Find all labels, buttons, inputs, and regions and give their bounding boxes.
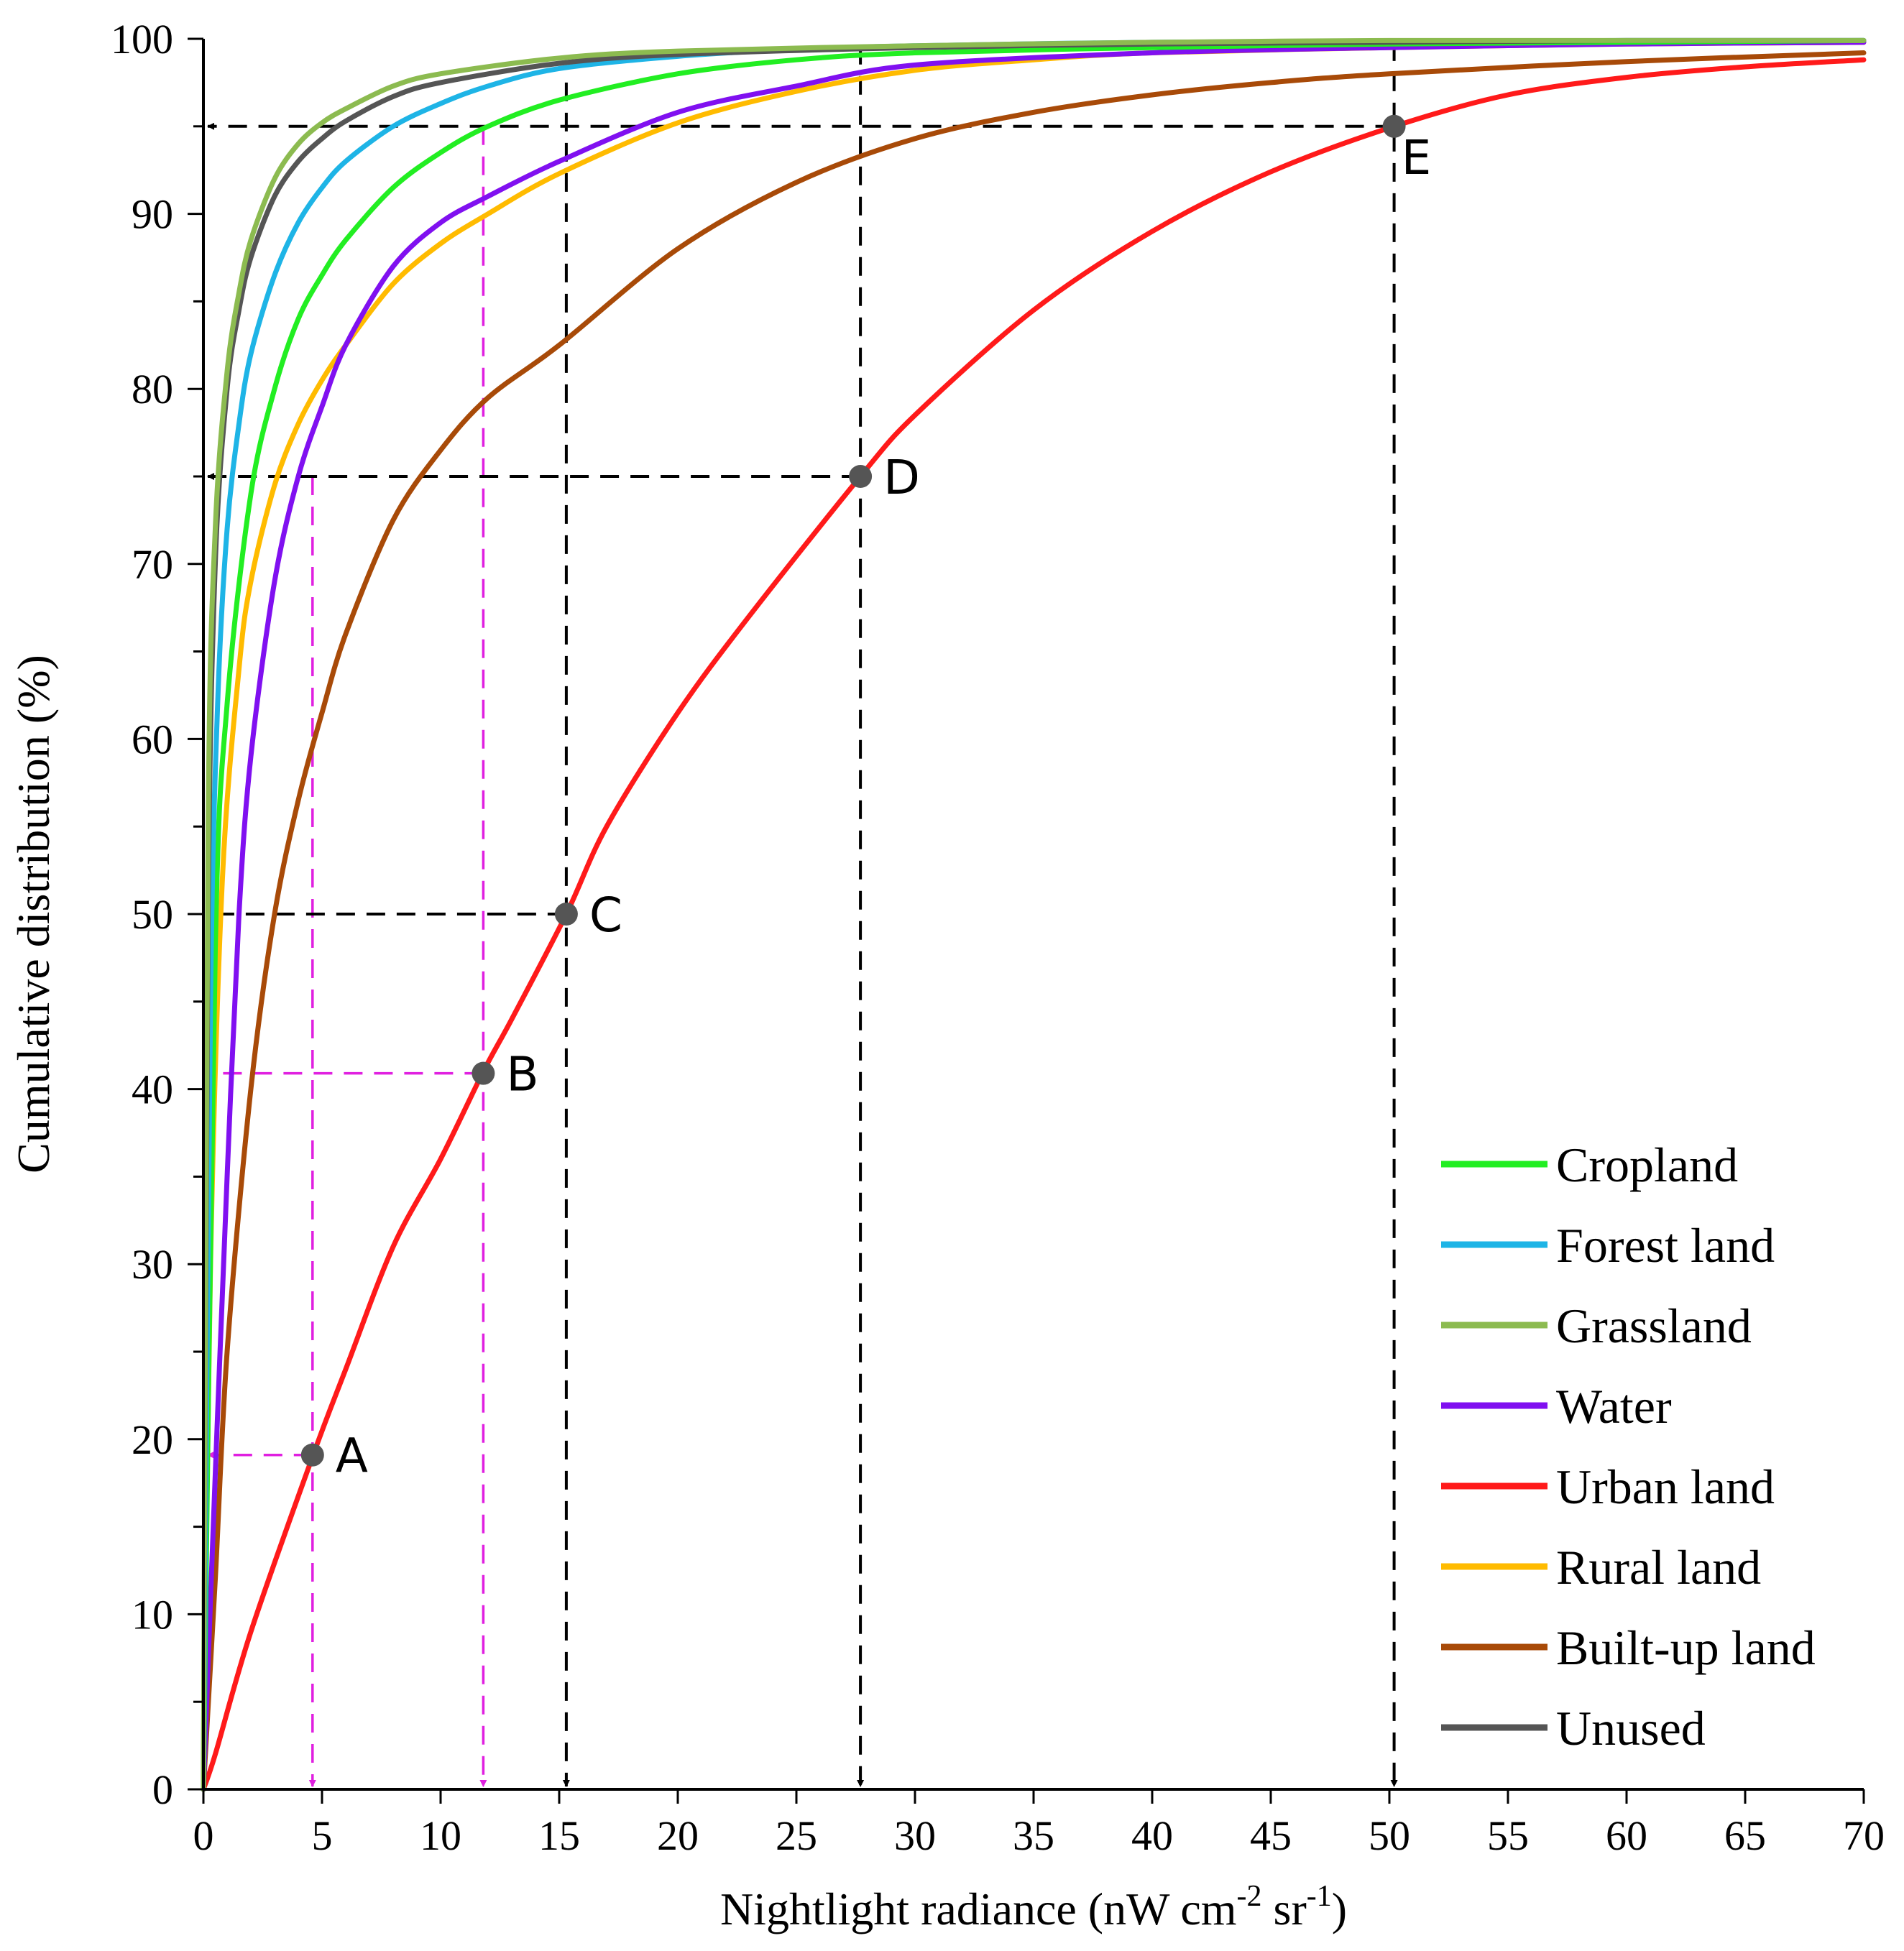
y-tick-label: 40: [132, 1066, 173, 1113]
y-tick-label: 50: [132, 891, 173, 938]
series-line-grassland: [201, 37, 1867, 1792]
y-tick-label: 70: [132, 541, 173, 588]
legend-label: Urban land: [1556, 1459, 1775, 1514]
x-axis-title: Nightlight radiance (nW cm-2 sr-1): [720, 1880, 1347, 1934]
axes: [202, 39, 1864, 1791]
y-tick-label: 0: [152, 1766, 173, 1813]
x-tick-label: 50: [1369, 1812, 1410, 1859]
y-tick-label: 100: [111, 16, 173, 63]
x-axis-title-main: Nightlight radiance (nW cm: [720, 1883, 1237, 1934]
point-marker-B: [472, 1061, 495, 1085]
x-tick-label: 0: [193, 1812, 214, 1859]
y-axis-title: Cumulative distribution (%): [8, 655, 59, 1173]
series-line-built-up-land: [201, 50, 1867, 1792]
series-line-unused: [201, 37, 1867, 1792]
series-line-urban-land: [201, 57, 1867, 1792]
annotation-points: A B C D E: [300, 114, 1432, 1484]
point-label-C: C: [589, 887, 622, 943]
x-tick-label: 70: [1843, 1812, 1885, 1859]
x-tick-label: 45: [1250, 1812, 1292, 1859]
point-marker-D: [849, 465, 873, 488]
y-tick-label: 20: [132, 1416, 173, 1463]
x-axis-title-sup1: -2: [1237, 1880, 1262, 1913]
legend-label: Cropland: [1556, 1138, 1738, 1192]
x-tick-label: 15: [538, 1812, 580, 1859]
point-label-A: A: [336, 1429, 368, 1484]
x-tick-label: 35: [1013, 1812, 1054, 1859]
x-axis-title-mid: sr: [1262, 1883, 1307, 1934]
point-marker-C: [554, 903, 578, 926]
point-label-D: D: [883, 450, 920, 505]
x-tick-label: 20: [657, 1812, 699, 1859]
y-tick-label: 60: [132, 716, 173, 762]
point-label-E: E: [1402, 130, 1432, 185]
y-ticks: 0 10 20 30 40 50 60 70 80 90 100: [111, 16, 203, 1813]
guide-lines: [207, 42, 1398, 1787]
series-line-cropland: [201, 37, 1867, 1792]
legend-label: Water: [1556, 1379, 1672, 1434]
point-label-B: B: [506, 1047, 538, 1102]
series-line-rural-land: [201, 40, 1867, 1792]
series-line-water: [201, 40, 1867, 1792]
x-axis-title-end: ): [1332, 1883, 1347, 1934]
series-curves: [201, 37, 1867, 1792]
point-marker-E: [1382, 114, 1406, 138]
x-tick-label: 40: [1131, 1812, 1173, 1859]
x-tick-label: 10: [420, 1812, 461, 1859]
y-tick-label: 10: [132, 1591, 173, 1638]
legend-label: Forest land: [1556, 1218, 1775, 1273]
x-tick-label: 25: [776, 1812, 817, 1859]
x-ticks: 0 5 10 15 20 25 30 35 40 45 50 55 60 65 70: [193, 1789, 1885, 1859]
x-axis-title-sup2: -1: [1307, 1880, 1332, 1913]
series-line-forest-land: [201, 37, 1867, 1792]
x-tick-label: 60: [1606, 1812, 1647, 1859]
x-tick-label: 5: [312, 1812, 333, 1859]
x-tick-label: 65: [1724, 1812, 1766, 1859]
legend-label: Unused: [1556, 1701, 1706, 1756]
legend: Cropland Forest land Grassland Water Urban l…: [1441, 1138, 1816, 1756]
legend-label: Grassland: [1556, 1299, 1752, 1353]
y-tick-label: 30: [132, 1241, 173, 1288]
y-tick-label: 80: [132, 366, 173, 412]
x-tick-label: 30: [894, 1812, 936, 1859]
legend-label: Built-up land: [1556, 1620, 1816, 1675]
x-tick-label: 55: [1487, 1812, 1529, 1859]
legend-label: Rural land: [1556, 1540, 1761, 1595]
point-marker-A: [300, 1443, 324, 1467]
y-tick-label: 90: [132, 191, 173, 238]
